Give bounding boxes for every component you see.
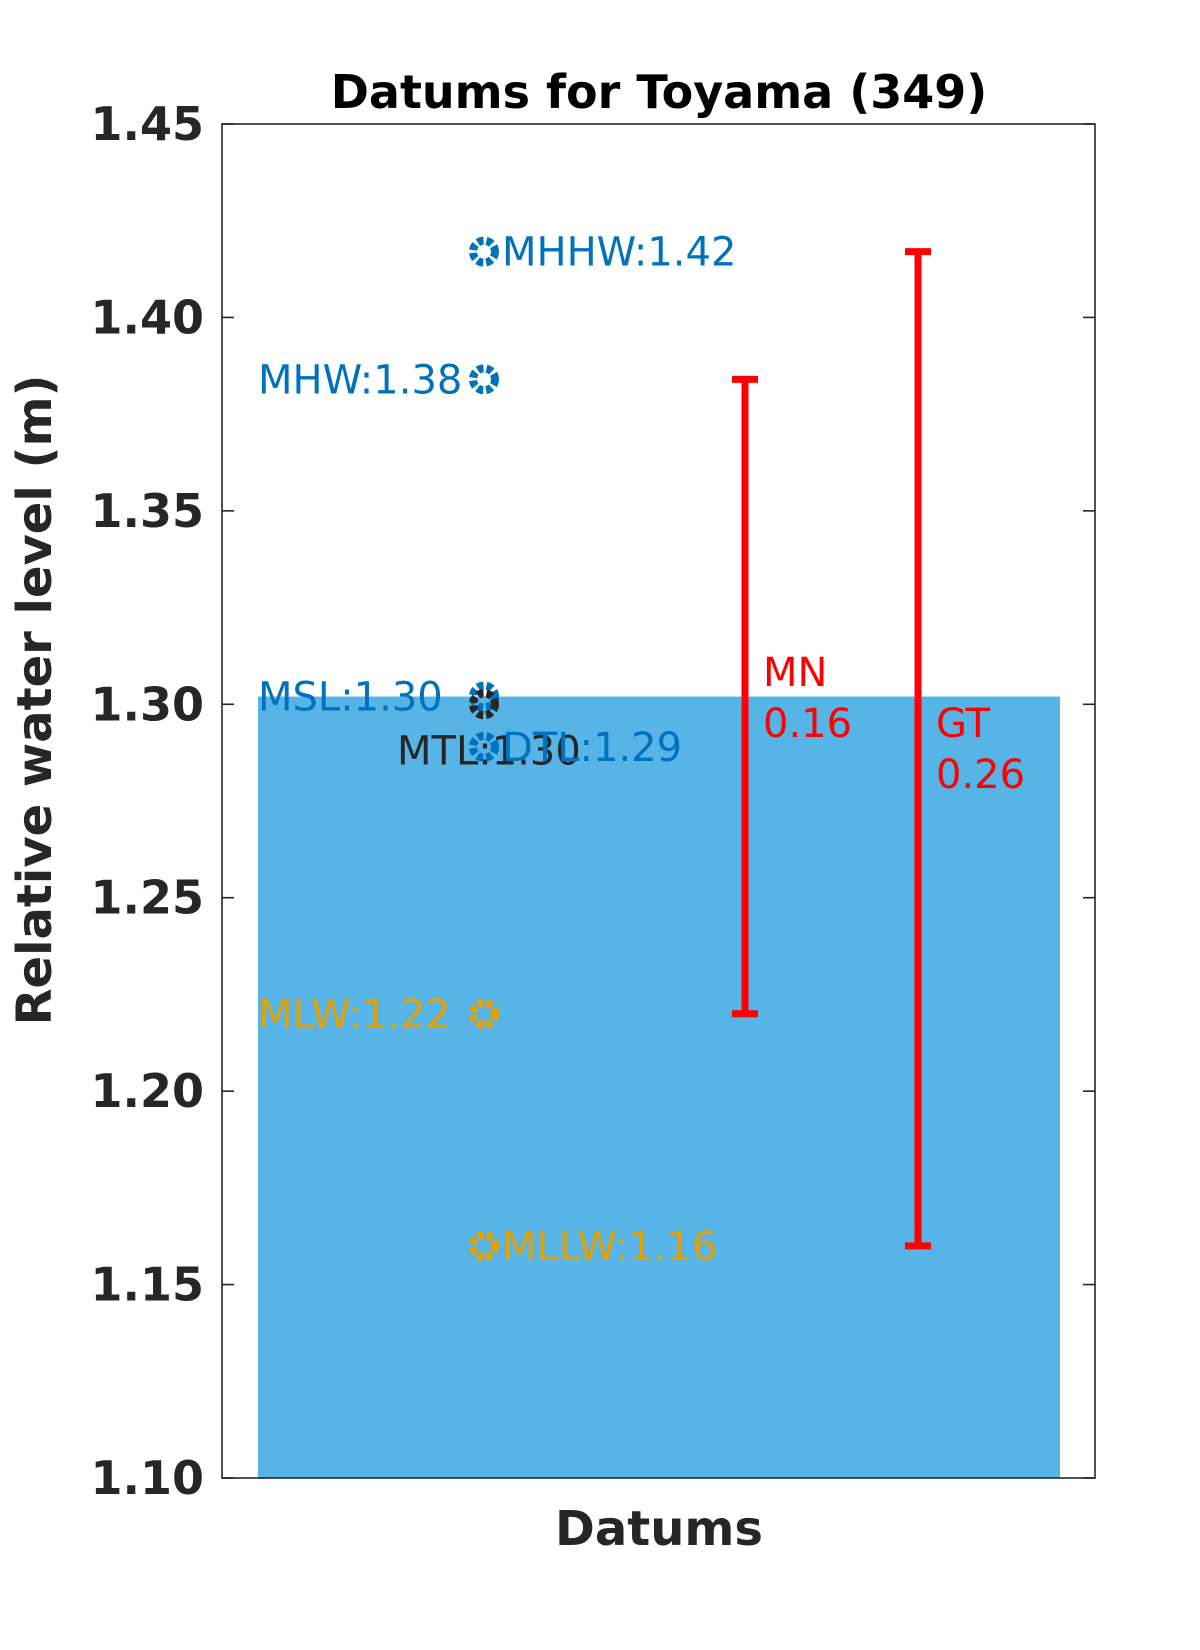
y-axis: 1.10 1.15 1.20 1.25 1.30 1.35 1.40 1.45 xyxy=(91,97,1095,1505)
range-label-name-mn: MN xyxy=(763,650,827,696)
plot-area: MHHW:1.42MHW:1.38MSL:1.30MTL:1.30DTL:1.2… xyxy=(258,230,1060,1478)
y-tick-label: 1.40 xyxy=(91,290,205,344)
datum-marker-mlw xyxy=(469,998,499,1029)
y-tick-label: 1.25 xyxy=(91,871,205,925)
datum-marker-msl xyxy=(469,681,499,712)
range-label-value-gt: 0.26 xyxy=(936,752,1025,798)
datum-label-msl: MSL:1.30 xyxy=(258,675,443,721)
range-label-value-mn: 0.16 xyxy=(763,701,852,747)
datum-label-dtl: DTL:1.29 xyxy=(502,725,682,771)
datum-marker-mllw xyxy=(469,1230,499,1261)
datum-label-mhhw: MHHW:1.42 xyxy=(502,230,736,276)
datum-marker-mhw xyxy=(469,364,499,395)
range-label-name-gt: GT xyxy=(936,701,991,747)
datum-bar xyxy=(258,696,1060,1478)
y-tick-label: 1.30 xyxy=(91,677,205,731)
chart-title: Datums for Toyama (349) xyxy=(331,65,988,119)
datum-label-mhw: MHW:1.38 xyxy=(258,357,462,403)
y-tick-label: 1.10 xyxy=(91,1451,205,1505)
y-tick-label: 1.35 xyxy=(91,484,205,538)
y-tick-label: 1.20 xyxy=(91,1064,205,1118)
x-axis-label: Datums xyxy=(555,1501,763,1557)
y-axis-label: Relative water level (m) xyxy=(7,375,63,1026)
y-tick-label: 1.15 xyxy=(91,1258,205,1312)
datum-marker-dtl xyxy=(469,731,499,762)
axes-box xyxy=(221,123,1096,1479)
y-tick-label: 1.45 xyxy=(91,97,205,151)
datum-marker-mhhw xyxy=(469,236,499,267)
datum-label-mlw: MLW:1.22 xyxy=(258,992,451,1038)
datum-marker-mtl xyxy=(469,689,499,720)
datum-label-mllw: MLLW:1.16 xyxy=(502,1224,717,1270)
